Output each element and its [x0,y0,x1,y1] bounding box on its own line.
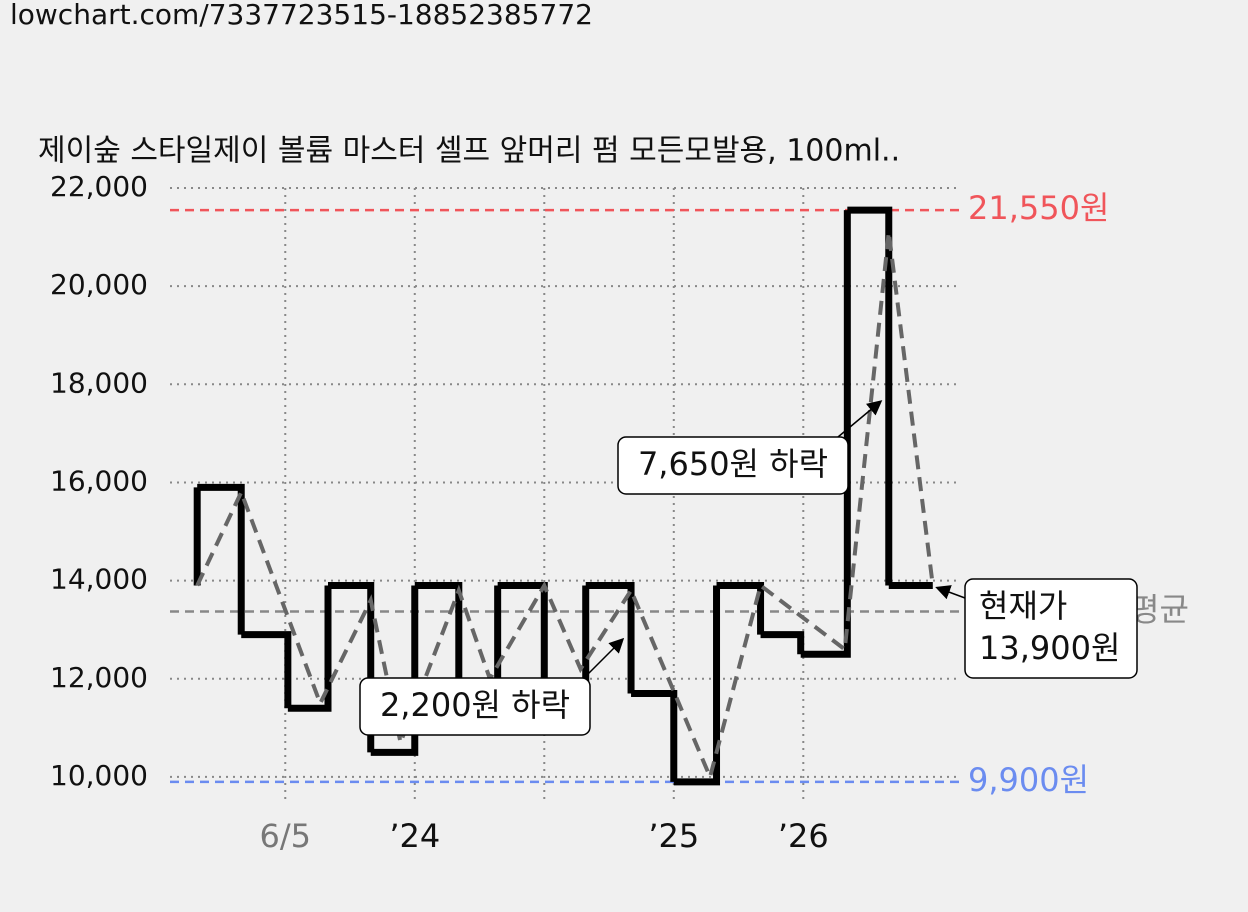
price-step [800,210,851,658]
annotation-text: 13,900원 [979,629,1120,667]
reference-label: 평균 [1130,591,1189,629]
annotation-arrow [837,400,883,438]
price-step [760,631,805,655]
price-step [847,206,893,586]
annotation-text: 7,650원 하락 [638,445,828,483]
y-tick-label: 18,000 [50,366,148,399]
annotation-box [964,578,1138,679]
y-tick-label: 20,000 [50,268,148,301]
y-tick-label: 22,000 [50,170,148,203]
x-tick-label: ’26 [778,817,829,855]
y-tick-label: 14,000 [50,563,148,596]
annotation-text: 2,200원 하락 [380,686,570,724]
price-step [585,582,635,694]
annotation-arrow [935,585,966,600]
y-tick-label: 16,000 [50,464,148,497]
price-step [673,585,721,786]
x-tick-label: ’24 [389,817,440,855]
y-tick-label: 12,000 [50,661,148,694]
price-step [716,582,765,635]
url: lowchart.com/7337723515-18852385772 [10,0,593,31]
annotation-text: 현재가 [979,587,1067,625]
price-step [241,631,292,709]
x-tick-label: 6/5 [260,817,312,855]
reference-label: 21,550원 [968,189,1109,227]
trend-line [195,231,935,784]
price-step [370,585,419,756]
reference-label: 9,900원 [968,761,1089,799]
annotation-box [359,677,591,736]
price-step [287,585,332,712]
price-step [197,483,245,635]
annotation-arrow [581,637,625,681]
annotation-box [617,436,849,495]
price-step [631,690,678,782]
chart-title: 제이숲 스타일제이 볼륨 마스터 셀프 앞머리 펌 모든모발용, 100ml.. [38,134,900,169]
x-tick-label: ’25 [648,817,699,855]
y-tick-label: 10,000 [50,759,148,792]
